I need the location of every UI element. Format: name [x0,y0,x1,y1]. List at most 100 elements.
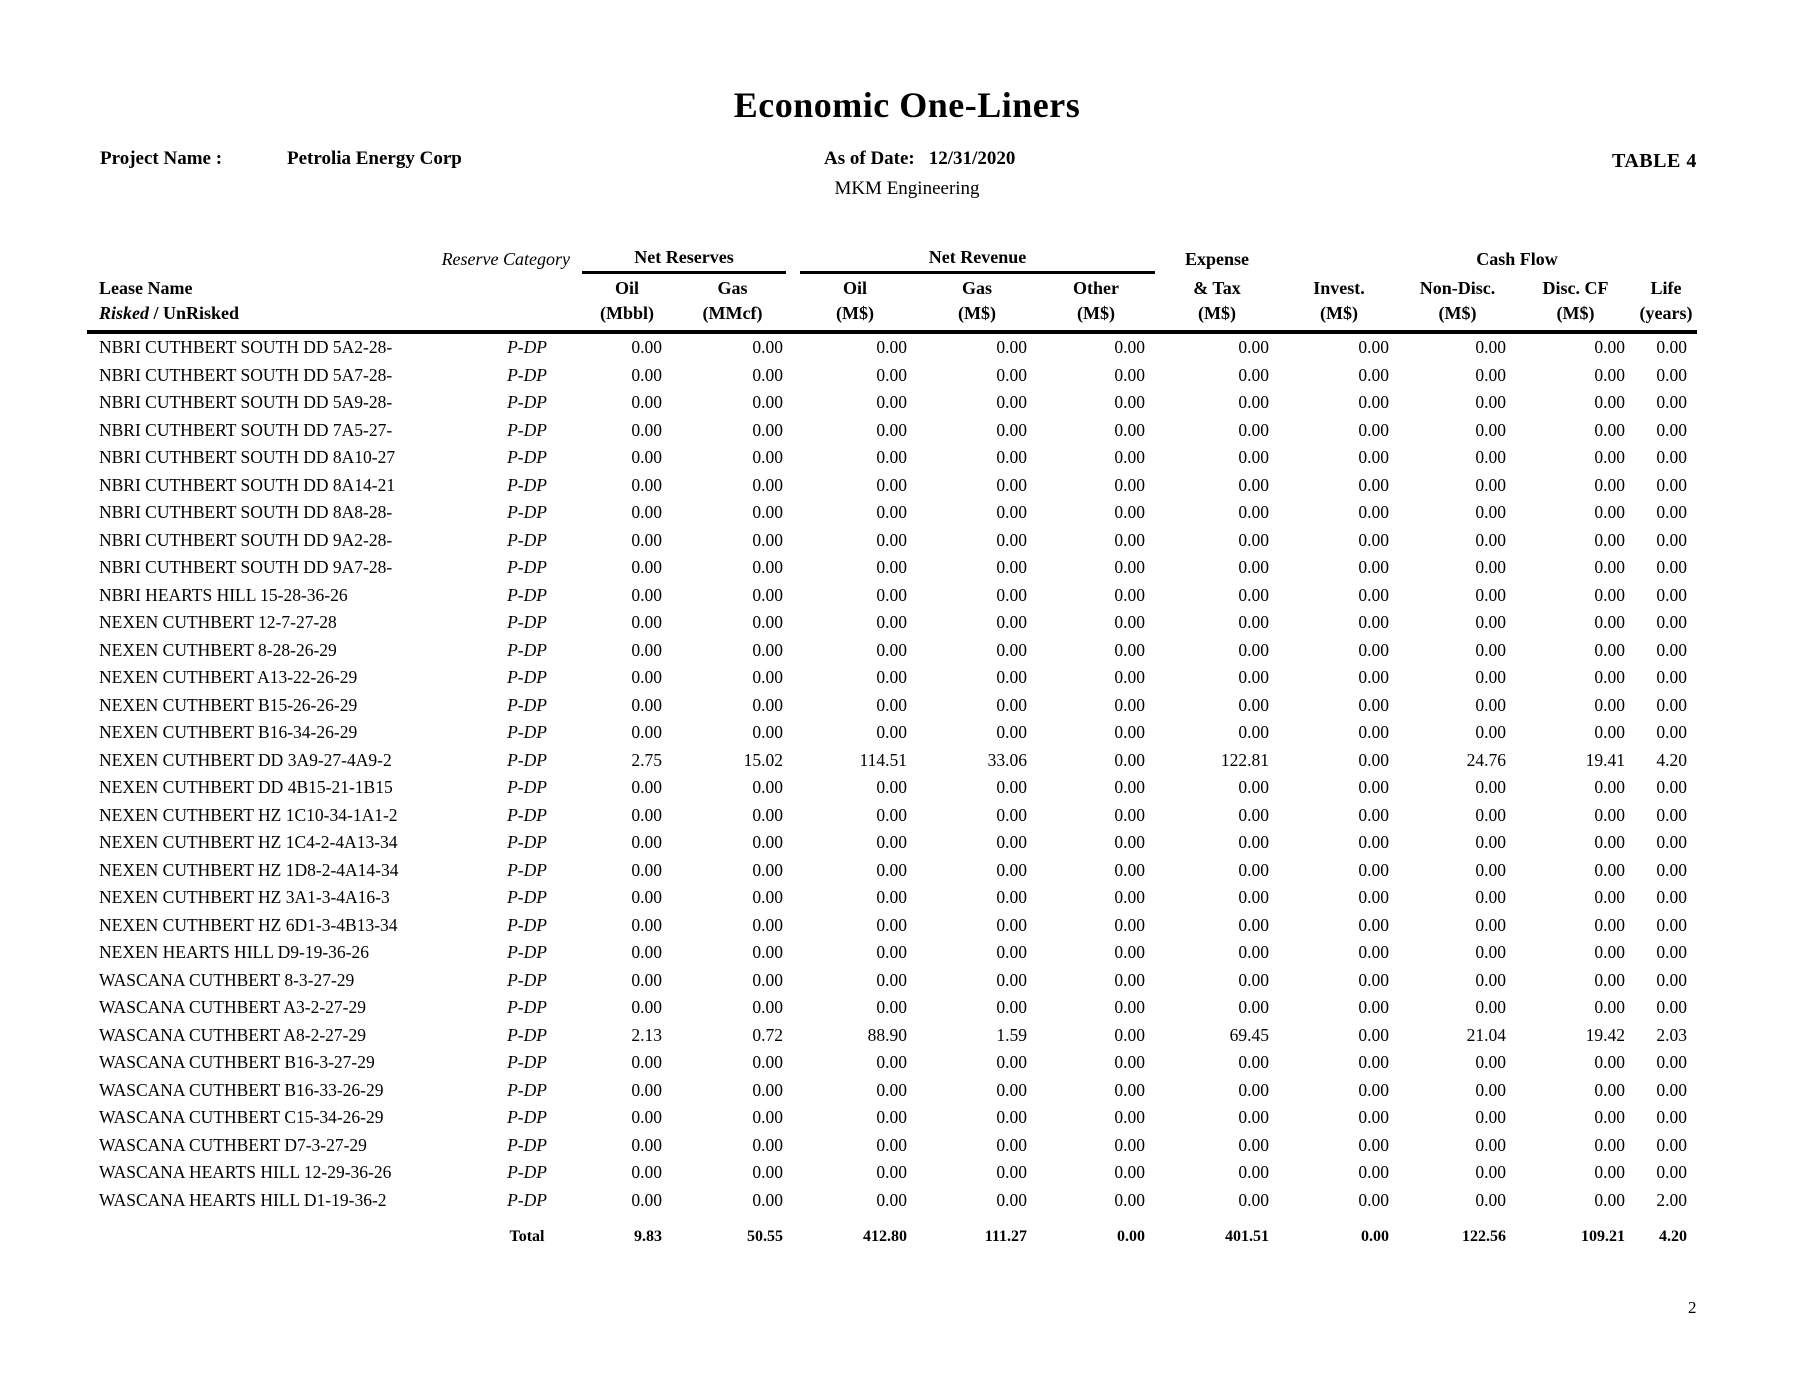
value-cell: 0.00 [631,639,663,660]
unit-other-revenue: (M$) [1037,301,1156,334]
value-cell: 0.00 [1656,502,1688,523]
value-cell: 0.00 [1358,419,1390,440]
value-cell: 0.00 [1238,777,1270,798]
value-cell: 0.00 [1594,557,1626,578]
value-cell: 2.00 [1656,1189,1688,1210]
value-cell: 0.00 [996,529,1028,550]
lease-name-cell: WASCANA CUTHBERT B16-3-27-29 [99,1052,375,1073]
value-cell: 0.00 [752,722,784,743]
unit-gas-reserves: (MMcf) [672,301,794,334]
value-cell: 0.00 [1114,969,1146,990]
lease-name-cell: NEXEN CUTHBERT B16-34-26-29 [99,722,358,743]
lease-name-cell: NBRI CUTHBERT SOUTH DD 8A8-28- [99,502,393,523]
value-cell: 0.00 [1358,969,1390,990]
table-row: NEXEN HEARTS HILL D9-19-36-26 P-DP 0.00 0… [87,939,1697,967]
value-cell: 0.00 [1358,584,1390,605]
reserve-category-cell: P-DP [507,337,547,358]
value-cell: 0.00 [631,722,663,743]
reserve-category-cell: P-DP [507,832,547,853]
value-cell: 0.00 [876,447,908,468]
value-cell: 0.00 [1475,667,1507,688]
reserve-category-cell: P-DP [507,749,547,770]
value-cell: 0.00 [752,392,784,413]
value-cell: 0.00 [996,914,1028,935]
value-cell: 0.00 [1656,337,1688,358]
lease-name-cell: NEXEN HEARTS HILL D9-19-36-26 [99,942,369,963]
value-cell: 1.59 [996,1024,1028,1045]
value-cell: 0.00 [1358,1134,1390,1155]
total-label: Total [509,1228,545,1245]
value-cell: 0.00 [1594,419,1626,440]
reserve-category-cell: P-DP [507,804,547,825]
reserve-category-cell: P-DP [507,364,547,385]
value-cell: 0.00 [876,612,908,633]
table-number-label: TABLE 4 [1612,150,1697,172]
unit-expense: (M$) [1155,301,1280,334]
value-cell: 0.00 [996,337,1028,358]
lease-name-cell: WASCANA HEARTS HILL D1-19-36-2 [99,1189,387,1210]
value-cell: 0.00 [996,419,1028,440]
value-cell: 0.72 [752,1024,784,1045]
value-cell: 0.00 [752,584,784,605]
value-cell: 0.00 [1238,1079,1270,1100]
value-cell: 122.81 [1220,749,1270,770]
value-cell: 0.00 [876,474,908,495]
value-cell: 0.00 [1656,942,1688,963]
value-cell: 0.00 [876,557,908,578]
lease-name-cell: NEXEN CUTHBERT DD 4B15-21-1B15 [99,777,393,798]
value-cell: 0.00 [1656,419,1688,440]
value-cell: 0.00 [752,639,784,660]
col-expense-line2: & Tax [1193,278,1241,298]
value-cell: 0.00 [631,1134,663,1155]
value-cell: 0.00 [1238,1052,1270,1073]
value-cell: 0.00 [631,694,663,715]
col-gas-revenue: Gas [962,278,993,298]
value-cell: 0.00 [1475,914,1507,935]
reserve-category-cell: P-DP [507,1107,547,1128]
value-cell: 0.00 [876,887,908,908]
unrisked-label: / UnRisked [149,303,240,323]
value-cell: 0.00 [876,942,908,963]
reserve-category-cell: P-DP [507,887,547,908]
value-cell: 21.04 [1466,1024,1507,1045]
value-cell: 0.00 [1594,337,1626,358]
lease-name-cell: NEXEN CUTHBERT HZ 1C4-2-4A13-34 [99,832,398,853]
unit-oil-reserves: (Mbbl) [582,301,673,334]
value-cell: 0.00 [996,612,1028,633]
col-expense-line1: Expense [1185,248,1250,269]
table-row: NBRI HEARTS HILL 15-28-36-26 P-DP 0.00 0.… [87,582,1697,610]
value-cell: 0.00 [1114,419,1146,440]
lease-name-cell: WASCANA HEARTS HILL 12-29-36-26 [99,1162,392,1183]
value-cell: 0.00 [996,584,1028,605]
lease-name-cell: NBRI CUTHBERT SOUTH DD 5A9-28- [99,392,393,413]
value-cell: 0.00 [996,474,1028,495]
value-cell: 0.00 [1594,474,1626,495]
reserve-category-cell: P-DP [507,1079,547,1100]
reserve-category-cell: P-DP [507,612,547,633]
col-other-revenue: Other [1073,278,1120,298]
value-cell: 2.03 [1656,1024,1688,1045]
lease-name-cell: WASCANA CUTHBERT B16-33-26-29 [99,1079,384,1100]
unit-gas-revenue: (M$) [917,301,1038,334]
lease-name-cell: NBRI CUTHBERT SOUTH DD 8A14-21 [99,474,396,495]
value-cell: 0.00 [1656,997,1688,1018]
value-cell: 0.00 [1594,722,1626,743]
lease-name-cell: NBRI CUTHBERT SOUTH DD 8A10-27 [99,447,396,468]
value-cell: 0.00 [631,942,663,963]
value-cell: 0.00 [1358,1162,1390,1183]
value-cell: 0.00 [1594,942,1626,963]
value-cell: 0.00 [1358,749,1390,770]
value-cell: 0.00 [1114,1162,1146,1183]
reserve-category-cell: P-DP [507,1162,547,1183]
as-of-date: As of Date: 12/31/2020 [824,148,1015,170]
value-cell: 0.00 [1358,914,1390,935]
value-cell: 0.00 [876,337,908,358]
reserve-category-cell: P-DP [507,447,547,468]
total-value-cell: 401.51 [1225,1228,1270,1245]
value-cell: 0.00 [1475,859,1507,880]
value-cell: 0.00 [1358,557,1390,578]
value-cell: 0.00 [752,694,784,715]
value-cell: 0.00 [1238,694,1270,715]
value-cell: 2.75 [631,749,663,770]
value-cell: 0.00 [631,832,663,853]
